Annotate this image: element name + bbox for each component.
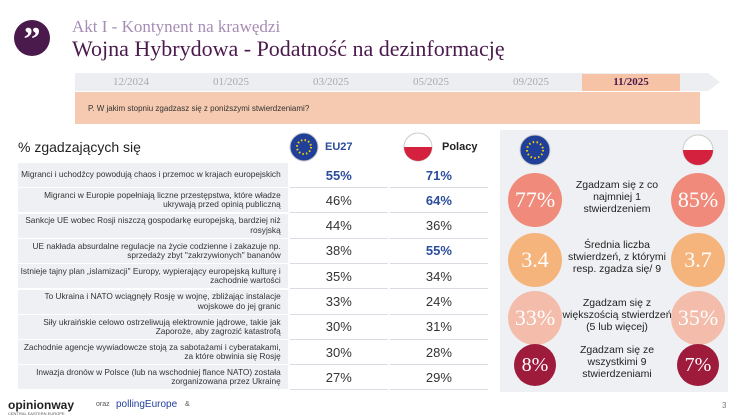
timeline-tab: 05/2025: [412, 76, 450, 88]
statement: Istnieje tajny plan „islamizacji" Europy…: [18, 264, 288, 290]
flag-pl: [403, 132, 433, 162]
table-row: Siły ukraińskie celowo ostrzeliwują elek…: [18, 314, 488, 340]
summary-value: 35%: [671, 291, 725, 345]
value-cell: 29%: [389, 365, 488, 391]
summary-value: 7%: [677, 344, 719, 386]
table-row: To Ukraina i NATO wciągnęły Rosję w wojn…: [18, 289, 488, 315]
subtitle: Akt I - Kontynent na krawędzi: [72, 17, 281, 36]
summary-label: Zgadzam się z co najmniej 1 stwierdzenie…: [575, 179, 659, 216]
value-cell: 36%: [389, 214, 488, 239]
table-row: UE nakłada absurdalne regulacje na życie…: [18, 238, 488, 264]
column-header: EU27: [325, 141, 353, 153]
value-cell: 31%: [389, 315, 488, 340]
value-cell: 34%: [389, 264, 488, 290]
footer-text: oraz: [96, 401, 110, 408]
statement: Migranci w Europie popełniają liczne prz…: [18, 188, 288, 214]
statement: To Ukraina i NATO wciągnęły Rosję w wojn…: [18, 289, 288, 315]
value-cell: 38%: [289, 239, 388, 264]
statement: Siły ukraińskie celowo ostrzeliwują elek…: [18, 314, 288, 340]
table-row: Zachodnie agencje wywiadowcze stoją za s…: [18, 340, 488, 366]
timeline-band: [75, 73, 720, 91]
flag-eu: [519, 134, 551, 166]
summary-label: Średnia liczba stwierdzeń, z którymi res…: [567, 239, 667, 276]
flag-eu: [289, 132, 319, 162]
value-cell: 44%: [289, 214, 388, 239]
summary-value: 3.7: [671, 233, 725, 287]
summary-value: 85%: [671, 173, 725, 227]
value-cell: 55%: [289, 163, 388, 188]
title: Wojna Hybrydowa - Podatność na dezinform…: [72, 36, 505, 61]
summary-label: Zgadzam się z większością stwierdzeń (5 …: [562, 297, 672, 334]
value-cell: 35%: [289, 264, 388, 290]
question: P. W jakim stopniu zgadzasz się z poniżs…: [88, 104, 310, 113]
brand-sub: CENTRAL EASTERN EUROPE: [8, 411, 65, 416]
statement: Migranci i uchodźcy powodują chaos i prz…: [18, 163, 288, 188]
value-cell: 64%: [389, 188, 488, 214]
timeline-tab: 09/2025: [512, 76, 550, 88]
summary-value: 77%: [508, 173, 562, 227]
question-bar: [75, 92, 700, 124]
statement: Inwazja dronów w Polsce (lub na wschodni…: [18, 365, 288, 391]
summary-value: 33%: [508, 291, 562, 345]
brand: opinionway: [8, 398, 74, 412]
value-cell: 71%: [389, 163, 488, 188]
summary-value: 8%: [514, 344, 556, 386]
value-cell: 55%: [389, 239, 488, 264]
value-cell: 46%: [289, 188, 388, 214]
table-row: Sankcje UE wobec Rosji niszczą gospodark…: [18, 213, 488, 239]
statement: UE nakłada absurdalne regulacje na życie…: [18, 238, 288, 264]
timeline-tab: 11/2025: [582, 74, 680, 91]
quote-glyph: ”: [24, 21, 41, 58]
partner: pollingEurope: [116, 399, 178, 410]
page-number: 3: [722, 401, 727, 410]
footer-text: &: [185, 401, 190, 408]
table-row: Istnieje tajny plan „islamizacji" Europy…: [18, 264, 488, 290]
column-header: Polacy: [442, 141, 478, 153]
flag-pl: [682, 134, 714, 166]
summary-value: 3.4: [508, 233, 562, 287]
value-cell: 30%: [289, 340, 388, 366]
statement: Sankcje UE wobec Rosji niszczą gospodark…: [18, 213, 288, 239]
timeline-tab: 03/2025: [312, 76, 350, 88]
table-row: Inwazja dronów w Polsce (lub na wschodni…: [18, 365, 488, 391]
timeline-tab: 12/2024: [112, 76, 150, 88]
table-row: Migranci i uchodźcy powodują chaos i prz…: [18, 163, 488, 188]
table-row: Migranci w Europie popełniają liczne prz…: [18, 188, 488, 214]
timeline-tab: 01/2025: [212, 76, 250, 88]
statement: Zachodnie agencje wywiadowcze stoją za s…: [18, 340, 288, 366]
summary-label: Zgadzam się ze wszystkimi 9 stwierdzenia…: [579, 344, 655, 381]
table-heading: % zgadzających się: [18, 139, 141, 155]
value-cell: 33%: [289, 290, 388, 315]
value-cell: 24%: [389, 290, 488, 315]
value-cell: 27%: [289, 365, 388, 391]
value-cell: 30%: [289, 315, 388, 340]
value-cell: 28%: [389, 340, 488, 366]
quote-icon: [14, 20, 50, 56]
